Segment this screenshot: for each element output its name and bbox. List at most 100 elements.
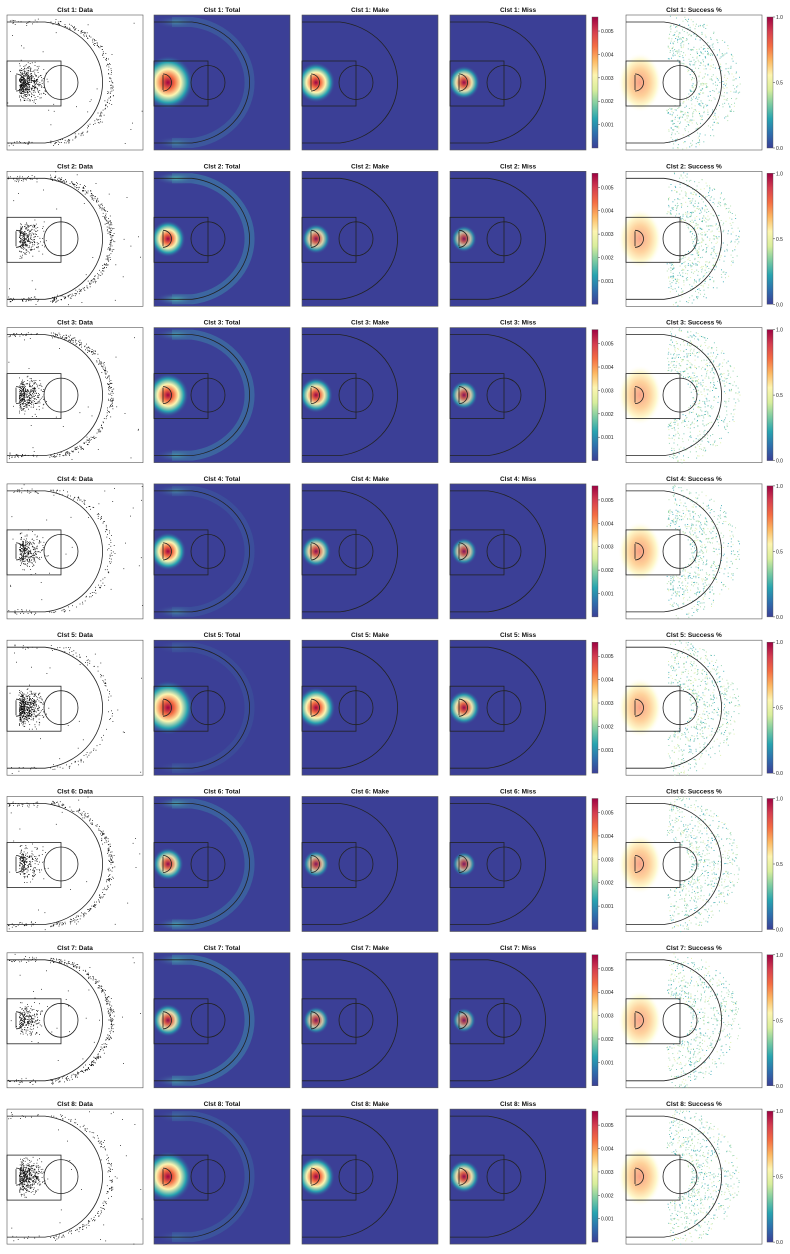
colorbar-tick-label: 0.001 xyxy=(601,1060,614,1066)
colorbar-tick-label: 0.004 xyxy=(601,1147,614,1153)
colorbar-tick-label: 0.5 xyxy=(776,862,783,868)
colorbar-tick-label: 0.0 xyxy=(776,771,783,777)
colorbar-tick-label: 0.003 xyxy=(601,857,614,863)
panel-title: Clst 8: Total xyxy=(204,1101,241,1108)
scatter-points xyxy=(8,332,139,460)
density-heat xyxy=(452,851,476,877)
panel-make-cluster-3: Clst 3: Make xyxy=(301,320,439,463)
panel-frame xyxy=(301,1108,439,1245)
panel-title: Clst 2: Data xyxy=(57,163,93,170)
panel-title: Clst 8: Make xyxy=(351,1101,389,1108)
colorbar-tick-label: 0.002 xyxy=(601,256,614,262)
panel-title: Clst 6: Total xyxy=(204,789,241,796)
panel-success-cluster-2: Clst 2: Success % 0.0 0.5 1.0 xyxy=(618,163,783,308)
density-heat xyxy=(302,223,331,254)
panel-title: Clst 3: Success % xyxy=(666,320,722,327)
colorbar-tick-label: 0.0 xyxy=(776,1084,783,1090)
rim-density xyxy=(302,377,333,413)
panel-success-cluster-7: Clst 7: Success % 0.0 0.5 1.0 xyxy=(618,945,783,1090)
density-heat xyxy=(302,62,336,103)
colorbar-tick-label: 0.001 xyxy=(601,279,614,285)
rim-density xyxy=(452,1007,476,1033)
colorbar-tick-label: 0.0 xyxy=(776,302,783,308)
panel-title: Clst 7: Total xyxy=(204,945,241,952)
panel-title: Clst 7: Success % xyxy=(666,945,722,952)
density-colorbar xyxy=(591,173,599,305)
success-colorbar xyxy=(766,16,774,149)
colorbar-tick-label: 1.0 xyxy=(776,640,783,646)
colorbar-tick-label: 0.002 xyxy=(601,412,614,418)
panel-title: Clst 1: Success % xyxy=(666,7,722,14)
panel-success-cluster-3: Clst 3: Success % 0.0 0.5 1.0 xyxy=(618,320,783,465)
success-colorbar xyxy=(766,954,774,1086)
panel-success-cluster-6: Clst 6: Success % 0.0 0.5 1.0 xyxy=(618,789,783,934)
colorbar-tick-label: 0.003 xyxy=(601,232,614,238)
density-colorbar xyxy=(591,1110,599,1243)
colorbar-tick-label: 0.0 xyxy=(776,615,783,621)
panel-title: Clst 2: Success % xyxy=(666,163,722,170)
colorbar-tick-label: 0.5 xyxy=(776,393,783,399)
density-colorbar xyxy=(591,16,599,149)
density-heat xyxy=(450,65,481,100)
panel-make-cluster-6: Clst 6: Make xyxy=(301,789,439,932)
rim-density xyxy=(452,851,476,877)
panel-total-cluster-7: Clst 7: Total xyxy=(153,945,291,1089)
panel-success-cluster-4: Clst 4: Success % 0.0 0.5 1.0 xyxy=(618,476,783,621)
panel-title: Clst 6: Success % xyxy=(666,789,722,796)
success-colorbar xyxy=(766,798,774,930)
rim-density xyxy=(154,55,194,110)
colorbar-tick-label: 0.0 xyxy=(776,928,783,934)
density-heat xyxy=(450,690,481,725)
colorbar-tick-label: 0.005 xyxy=(601,342,614,348)
rim-density xyxy=(302,62,336,103)
colorbar-tick-label: 1.0 xyxy=(776,171,783,177)
rim-density xyxy=(451,225,477,253)
rim-density xyxy=(302,687,336,729)
colorbar-tick-label: 0.003 xyxy=(601,701,614,707)
panel-success-cluster-1: Clst 1: Success % 0.0 0.5 1.0 xyxy=(618,7,783,152)
density-heat xyxy=(302,687,336,729)
colorbar-tick-label: 0.0 xyxy=(776,146,783,152)
panel-title: Clst 5: Total xyxy=(204,632,241,639)
success-colorbar xyxy=(766,485,774,618)
colorbar-tick-label: 0.002 xyxy=(601,1037,614,1043)
panel-title: Clst 1: Make xyxy=(351,7,389,14)
rim-density xyxy=(302,1006,330,1035)
rim-success xyxy=(618,990,662,1051)
panel-miss-cluster-7: Clst 7: Miss 0.001 0.002 0.003 0.004 0.005 xyxy=(449,945,614,1089)
density-colorbar xyxy=(591,485,599,618)
colorbar-tick-label: 0.003 xyxy=(601,1170,614,1176)
colorbar-tick-label: 0.5 xyxy=(776,1018,783,1024)
panel-title: Clst 7: Miss xyxy=(500,945,537,952)
panel-title: Clst 7: Data xyxy=(57,945,93,952)
density-heat xyxy=(302,850,330,878)
panel-miss-cluster-4: Clst 4: Miss 0.001 0.002 0.003 0.004 0.005 xyxy=(449,476,614,620)
panel-miss-cluster-8: Clst 8: Miss 0.001 0.002 0.003 0.004 0.005 xyxy=(449,1101,614,1245)
colorbar-tick-label: 1.0 xyxy=(776,328,783,334)
colorbar-tick-label: 0.004 xyxy=(601,209,614,215)
panel-frame xyxy=(6,483,144,620)
panels-layer: Clst 1: Data Clst 1: Total Clst 1: Make Cls… xyxy=(6,7,783,1246)
panel-total-cluster-8: Clst 8: Total xyxy=(153,1101,291,1245)
density-heat xyxy=(450,380,478,410)
panel-make-cluster-5: Clst 5: Make xyxy=(301,632,439,776)
colorbar-tick-label: 0.005 xyxy=(601,185,614,191)
panel-miss-cluster-1: Clst 1: Miss 0.001 0.002 0.003 0.004 0.005 xyxy=(449,7,614,151)
colorbar-tick-label: 0.003 xyxy=(601,76,614,82)
colorbar-tick-label: 0.5 xyxy=(776,81,783,87)
colorbar-tick-label: 0.001 xyxy=(601,435,614,441)
success-points xyxy=(667,327,741,464)
panel-title: Clst 5: Data xyxy=(57,632,93,639)
colorbar-tick-label: 0.5 xyxy=(776,706,783,712)
density-heat xyxy=(302,1006,330,1035)
panel-title: Clst 3: Miss xyxy=(500,320,537,327)
rim-density xyxy=(450,380,478,410)
colorbar-tick-label: 0.0 xyxy=(776,459,783,465)
rim-success xyxy=(618,834,662,894)
density-colorbar xyxy=(591,642,599,774)
rim-success xyxy=(618,1146,662,1207)
panel-make-cluster-2: Clst 2: Make xyxy=(301,163,439,307)
colorbar-tick-label: 0.003 xyxy=(601,388,614,394)
panel-title: Clst 1: Miss xyxy=(500,7,537,14)
